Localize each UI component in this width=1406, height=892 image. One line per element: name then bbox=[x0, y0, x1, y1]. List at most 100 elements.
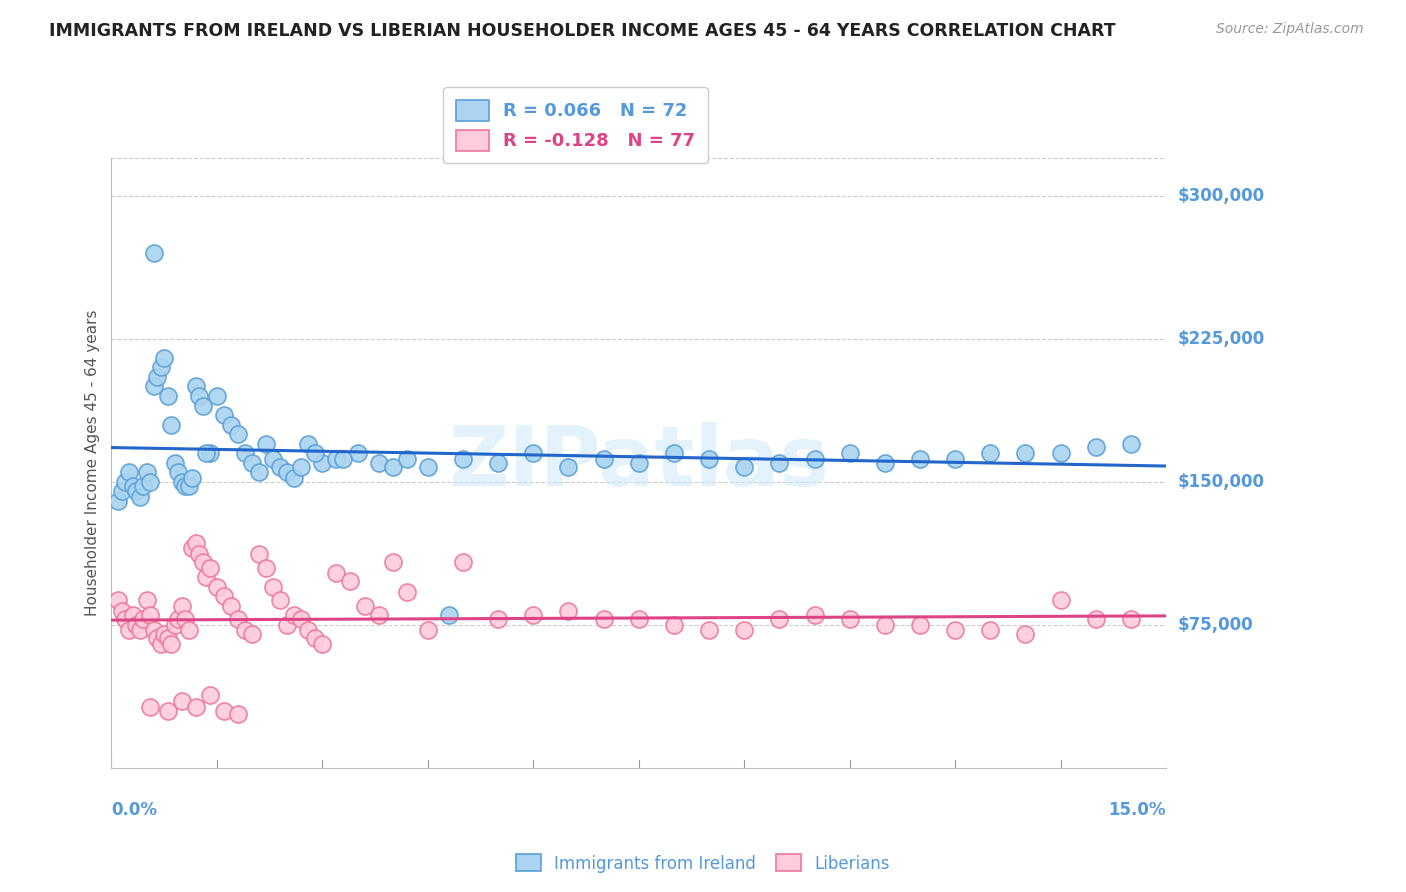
Point bbox=[163, 456, 186, 470]
Point bbox=[198, 560, 221, 574]
Point bbox=[212, 589, 235, 603]
Point bbox=[1084, 441, 1107, 455]
Point bbox=[262, 580, 284, 594]
Point bbox=[149, 637, 172, 651]
Point bbox=[276, 617, 298, 632]
Point bbox=[233, 446, 256, 460]
Point bbox=[219, 417, 242, 432]
Point bbox=[838, 612, 860, 626]
Point bbox=[142, 624, 165, 638]
Point bbox=[311, 456, 333, 470]
Point bbox=[107, 593, 129, 607]
Point bbox=[177, 478, 200, 492]
Point bbox=[139, 475, 162, 489]
Point bbox=[240, 627, 263, 641]
Point bbox=[198, 688, 221, 702]
Point bbox=[1049, 446, 1071, 460]
Point bbox=[177, 624, 200, 638]
Point bbox=[240, 456, 263, 470]
Point bbox=[184, 535, 207, 549]
Point bbox=[135, 465, 157, 479]
Point bbox=[139, 699, 162, 714]
Point bbox=[325, 566, 347, 581]
Point bbox=[838, 446, 860, 460]
Text: ZIPatlas: ZIPatlas bbox=[449, 422, 830, 503]
Point bbox=[297, 436, 319, 450]
Point bbox=[181, 541, 204, 556]
Point bbox=[367, 608, 389, 623]
Point bbox=[118, 624, 141, 638]
Point bbox=[212, 704, 235, 718]
Point bbox=[160, 637, 183, 651]
Text: IMMIGRANTS FROM IRELAND VS LIBERIAN HOUSEHOLDER INCOME AGES 45 - 64 YEARS CORREL: IMMIGRANTS FROM IRELAND VS LIBERIAN HOUS… bbox=[49, 22, 1116, 40]
Point bbox=[219, 599, 242, 613]
Point bbox=[191, 399, 214, 413]
Point bbox=[1014, 627, 1036, 641]
Point bbox=[125, 484, 148, 499]
Point bbox=[395, 451, 418, 466]
Point bbox=[522, 446, 544, 460]
Point bbox=[451, 555, 474, 569]
Point bbox=[367, 456, 389, 470]
Point bbox=[170, 694, 193, 708]
Point bbox=[174, 612, 197, 626]
Point bbox=[163, 617, 186, 632]
Point bbox=[125, 617, 148, 632]
Point bbox=[908, 617, 931, 632]
Point bbox=[188, 389, 211, 403]
Point bbox=[195, 570, 218, 584]
Point bbox=[290, 459, 312, 474]
Point bbox=[156, 631, 179, 645]
Point bbox=[768, 612, 790, 626]
Point bbox=[114, 475, 136, 489]
Point bbox=[111, 604, 134, 618]
Point bbox=[128, 490, 150, 504]
Point bbox=[181, 471, 204, 485]
Point bbox=[121, 478, 143, 492]
Point bbox=[768, 456, 790, 470]
Text: 15.0%: 15.0% bbox=[1108, 801, 1166, 819]
Point bbox=[198, 446, 221, 460]
Point bbox=[167, 612, 190, 626]
Point bbox=[153, 627, 176, 641]
Point bbox=[697, 624, 720, 638]
Point bbox=[522, 608, 544, 623]
Point bbox=[195, 446, 218, 460]
Point bbox=[557, 459, 579, 474]
Point bbox=[803, 608, 825, 623]
Point bbox=[233, 624, 256, 638]
Point bbox=[437, 608, 460, 623]
Point bbox=[121, 608, 143, 623]
Point bbox=[205, 580, 228, 594]
Point bbox=[188, 547, 211, 561]
Point bbox=[908, 451, 931, 466]
Point bbox=[283, 471, 305, 485]
Point bbox=[416, 624, 439, 638]
Text: $300,000: $300,000 bbox=[1177, 186, 1264, 205]
Point bbox=[247, 547, 270, 561]
Text: Source: ZipAtlas.com: Source: ZipAtlas.com bbox=[1216, 22, 1364, 37]
Point bbox=[283, 608, 305, 623]
Point bbox=[111, 484, 134, 499]
Point bbox=[297, 624, 319, 638]
Point bbox=[339, 574, 361, 588]
Point bbox=[662, 617, 685, 632]
Point bbox=[733, 624, 755, 638]
Point bbox=[146, 631, 169, 645]
Point bbox=[170, 475, 193, 489]
Point bbox=[1014, 446, 1036, 460]
Point bbox=[873, 617, 896, 632]
Point bbox=[451, 451, 474, 466]
Point bbox=[395, 585, 418, 599]
Text: $75,000: $75,000 bbox=[1177, 615, 1253, 633]
Point bbox=[146, 370, 169, 384]
Point bbox=[269, 593, 291, 607]
Point bbox=[132, 478, 155, 492]
Point bbox=[311, 637, 333, 651]
Point bbox=[142, 379, 165, 393]
Point bbox=[135, 593, 157, 607]
Text: $225,000: $225,000 bbox=[1177, 330, 1264, 348]
Point bbox=[486, 456, 509, 470]
Point bbox=[381, 555, 404, 569]
Point bbox=[416, 459, 439, 474]
